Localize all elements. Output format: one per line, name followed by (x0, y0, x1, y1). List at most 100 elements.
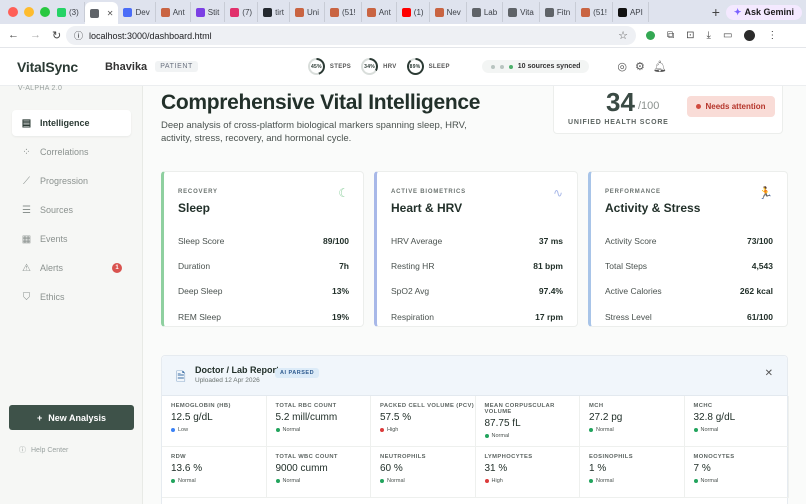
lab-result-value: 7 % (693, 463, 711, 474)
browser-tab[interactable]: (51! (325, 2, 362, 22)
app-logo[interactable]: VitalSync (17, 58, 78, 75)
back-arrow-icon[interactable]: ← (8, 29, 19, 41)
lab-result-status-label: Low (178, 427, 189, 433)
browser-tab-label: Stit (207, 7, 220, 17)
vital-metric-value: 262 kcal (739, 286, 773, 297)
sidebar-item-progression[interactable]: ⟋ Progression (12, 168, 131, 194)
maximize-window-button[interactable] (40, 7, 50, 17)
browser-tab[interactable]: ✕ (84, 2, 119, 24)
browser-tab[interactable]: API (613, 2, 649, 22)
header-metric-hrv[interactable]: 34% HRV (361, 58, 396, 75)
reload-icon[interactable]: ↻ (52, 30, 62, 42)
browser-address-bar: ← → ↻ ⓘ localhost:3000/dashboard.html ☆ … (0, 24, 806, 48)
browser-tab[interactable]: (51! (576, 2, 613, 22)
lab-result: RDW 13.6 % Normal (162, 447, 267, 498)
browser-tab[interactable]: Ant (156, 2, 191, 22)
site-info-icon[interactable]: ⓘ (74, 31, 84, 41)
user-profile-icon[interactable]: ◎ (617, 61, 628, 73)
status-dot-icon (589, 479, 593, 483)
lab-result-value: 60 % (380, 463, 403, 474)
plus-icon: + (37, 412, 43, 423)
tab-close-icon[interactable]: ✕ (106, 8, 114, 18)
browser-tab[interactable]: tirt (258, 2, 290, 22)
calendar-icon: ▦ (21, 233, 32, 245)
header-metric-sleep[interactable]: 89% SLEEP (406, 58, 450, 75)
browser-tab[interactable]: (1) (397, 2, 430, 22)
extension-green-icon[interactable] (646, 31, 655, 40)
new-analysis-button[interactable]: + New Analysis (9, 405, 134, 430)
browser-tab-label: Vita (520, 7, 534, 17)
navigation-buttons: ← → ↻ (0, 29, 66, 42)
extensions-puzzle-icon[interactable]: ⧉ (667, 30, 675, 41)
report-document-icon: 🗎︎ (176, 370, 186, 384)
lab-result-value: 27.2 pg (589, 412, 623, 423)
url-input[interactable]: ⓘ localhost:3000/dashboard.html ☆ (66, 26, 636, 45)
browser-tab-bar: (3) ✕ Dev Ant Stit (7) tirt Uni (51! Ant (1) Nev Lab… (0, 0, 806, 24)
lab-result-status: Normal (693, 427, 789, 433)
profile-avatar[interactable] (744, 30, 756, 41)
gear-icon[interactable]: ⚙ (635, 61, 645, 73)
vital-metric-row: Activity Score 73/100 (605, 228, 773, 253)
bell-icon[interactable]: 🔔︎ (652, 61, 667, 73)
browser-menu-icon[interactable]: ⋮ (767, 30, 778, 41)
browser-tab-label: Ant (378, 7, 391, 17)
vital-metric-row: Duration 7h (178, 253, 349, 278)
progress-ring-value: 89% (408, 60, 422, 73)
sidebar-item-intelligence[interactable]: ▤ Intelligence (12, 110, 131, 136)
patient-badge: PATIENT (155, 61, 198, 72)
browser-tab[interactable]: Dev (118, 2, 156, 22)
vital-card-rows: Activity Score 73/100 Total Steps 4,543 Acti… (605, 228, 773, 329)
forward-arrow-icon[interactable]: → (30, 29, 41, 41)
lab-result-status-label: Normal (700, 478, 719, 484)
header-metric-steps[interactable]: 45% STEPS (307, 58, 351, 75)
vital-card-rows: Sleep Score 89/100 Duration 7h Deep Sleep 13%… (178, 228, 349, 329)
browser-tab[interactable]: Nev (430, 2, 467, 22)
vital-metric-value: 73/100 (747, 235, 773, 246)
browser-tab[interactable]: Lab (467, 2, 504, 22)
tab-favicon-icon (366, 7, 376, 17)
new-tab-button[interactable]: + (711, 4, 720, 20)
tab-favicon-icon (401, 7, 411, 17)
sidebar-item-alerts[interactable]: ⚠ Alerts 1 (12, 255, 131, 281)
sidebar-item-ethics[interactable]: ⛉ Ethics (12, 284, 131, 310)
browser-tab[interactable]: Stit (191, 2, 226, 22)
close-icon[interactable]: ✕ (764, 368, 773, 379)
help-center-link[interactable]: ⓘ Help Center (19, 445, 68, 455)
ask-gemini-button[interactable]: ✦ Ask Gemini (725, 4, 802, 20)
shield-icon: ⛉ (22, 291, 31, 303)
lab-result-value: 1 % (589, 463, 607, 474)
sidebar-item-events[interactable]: ▦ Events (12, 226, 131, 252)
sidebar-item-correlations[interactable]: ⁘ Correlations (12, 139, 131, 165)
vital-metric-label: Stress Level (605, 311, 652, 322)
lab-result-status-label: Normal (491, 433, 510, 439)
vital-metric-label: Duration (178, 260, 211, 271)
sidebar-item-label: Ethics (40, 292, 65, 302)
vital-metric-value: 89/100 (323, 235, 349, 246)
close-window-button[interactable] (8, 7, 18, 17)
browser-tabs: (3) ✕ Dev Ant Stit (7) tirt Uni (51! Ant (1) Nev Lab… (52, 0, 706, 24)
sources-synced-pill[interactable]: 10 sources synced (481, 60, 590, 73)
bookmark-star-icon[interactable]: ☆ (618, 30, 628, 42)
progress-ring: 45% (307, 58, 325, 75)
browser-tab[interactable]: Fitn (540, 2, 577, 22)
download-icon[interactable]: ⤓ (706, 30, 711, 41)
ask-gemini-label: Ask Gemini (744, 7, 794, 17)
cast-icon[interactable]: ▭ (722, 30, 733, 41)
new-analysis-label: New Analysis (48, 412, 106, 423)
browser-tab-label: (3) (69, 7, 79, 17)
patient-name: Bhavika (104, 60, 148, 73)
tab-favicon-icon (581, 7, 591, 17)
browser-tab[interactable]: (7) (225, 2, 259, 22)
minimize-window-button[interactable] (24, 7, 34, 17)
browser-tab[interactable]: Uni (290, 2, 325, 22)
browser-tab[interactable]: Ant (362, 2, 397, 22)
tab-favicon-icon (508, 7, 518, 17)
browser-tab[interactable]: (3) (52, 2, 85, 22)
sidebar-item-sources[interactable]: ☰ Sources (12, 197, 131, 223)
screenshot-icon[interactable]: ⊡ (686, 30, 695, 41)
trend-icon: ⟋ (23, 175, 30, 187)
status-dot-icon (171, 479, 175, 483)
status-dot-icon (171, 428, 175, 432)
browser-tab[interactable]: Vita (503, 2, 540, 22)
lab-result-name: HEMOGLOBIN (HB) (171, 403, 231, 409)
